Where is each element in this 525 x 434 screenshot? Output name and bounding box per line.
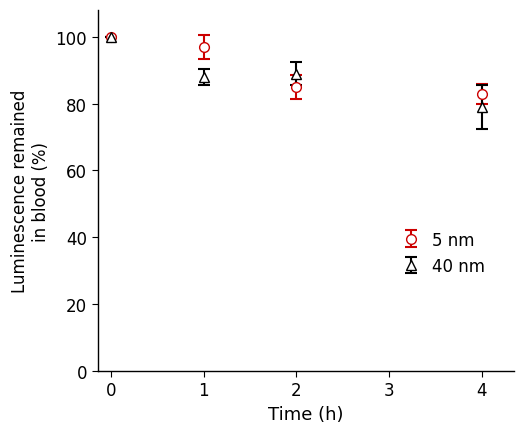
Y-axis label: Luminescence remained
in blood (%): Luminescence remained in blood (%): [11, 89, 50, 293]
Legend: 5 nm, 40 nm: 5 nm, 40 nm: [390, 223, 493, 283]
X-axis label: Time (h): Time (h): [268, 405, 343, 423]
